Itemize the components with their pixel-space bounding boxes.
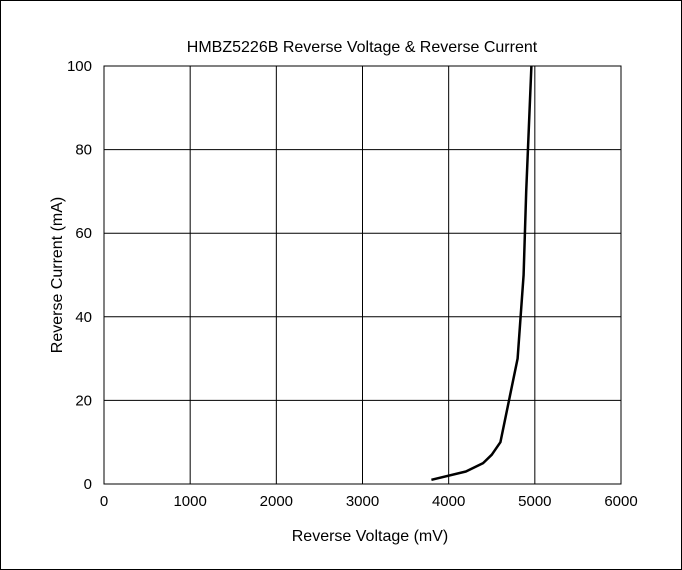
x-tick-label: 5000 <box>518 493 551 510</box>
x-tick-label: 4000 <box>432 493 465 510</box>
chart-title: HMBZ5226B Reverse Voltage & Reverse Curr… <box>187 39 538 56</box>
grid-lines <box>103 65 622 485</box>
y-tick-label: 0 <box>84 476 92 493</box>
y-tick-label: 80 <box>75 142 92 159</box>
y-tick-label: 40 <box>75 309 92 326</box>
y-tick-label: 20 <box>75 392 92 409</box>
x-tick-label: 6000 <box>604 493 637 510</box>
tick-labels: 0 1000 2000 3000 4000 5000 6000 0 20 40 60 80 100 <box>67 58 638 510</box>
x-tick-label: 3000 <box>346 493 379 510</box>
x-axis-label: Reverse Voltage (mV) <box>292 528 449 545</box>
x-tick-label: 2000 <box>260 493 293 510</box>
series-layer <box>431 65 533 482</box>
x-tick-label: 1000 <box>173 493 206 510</box>
y-axis-label: Reverse Current (mA) <box>49 197 66 353</box>
y-tick-label: 100 <box>67 58 92 75</box>
y-tick-label: 60 <box>75 225 92 242</box>
x-tick-label: 0 <box>100 493 108 510</box>
series-line <box>431 65 533 482</box>
